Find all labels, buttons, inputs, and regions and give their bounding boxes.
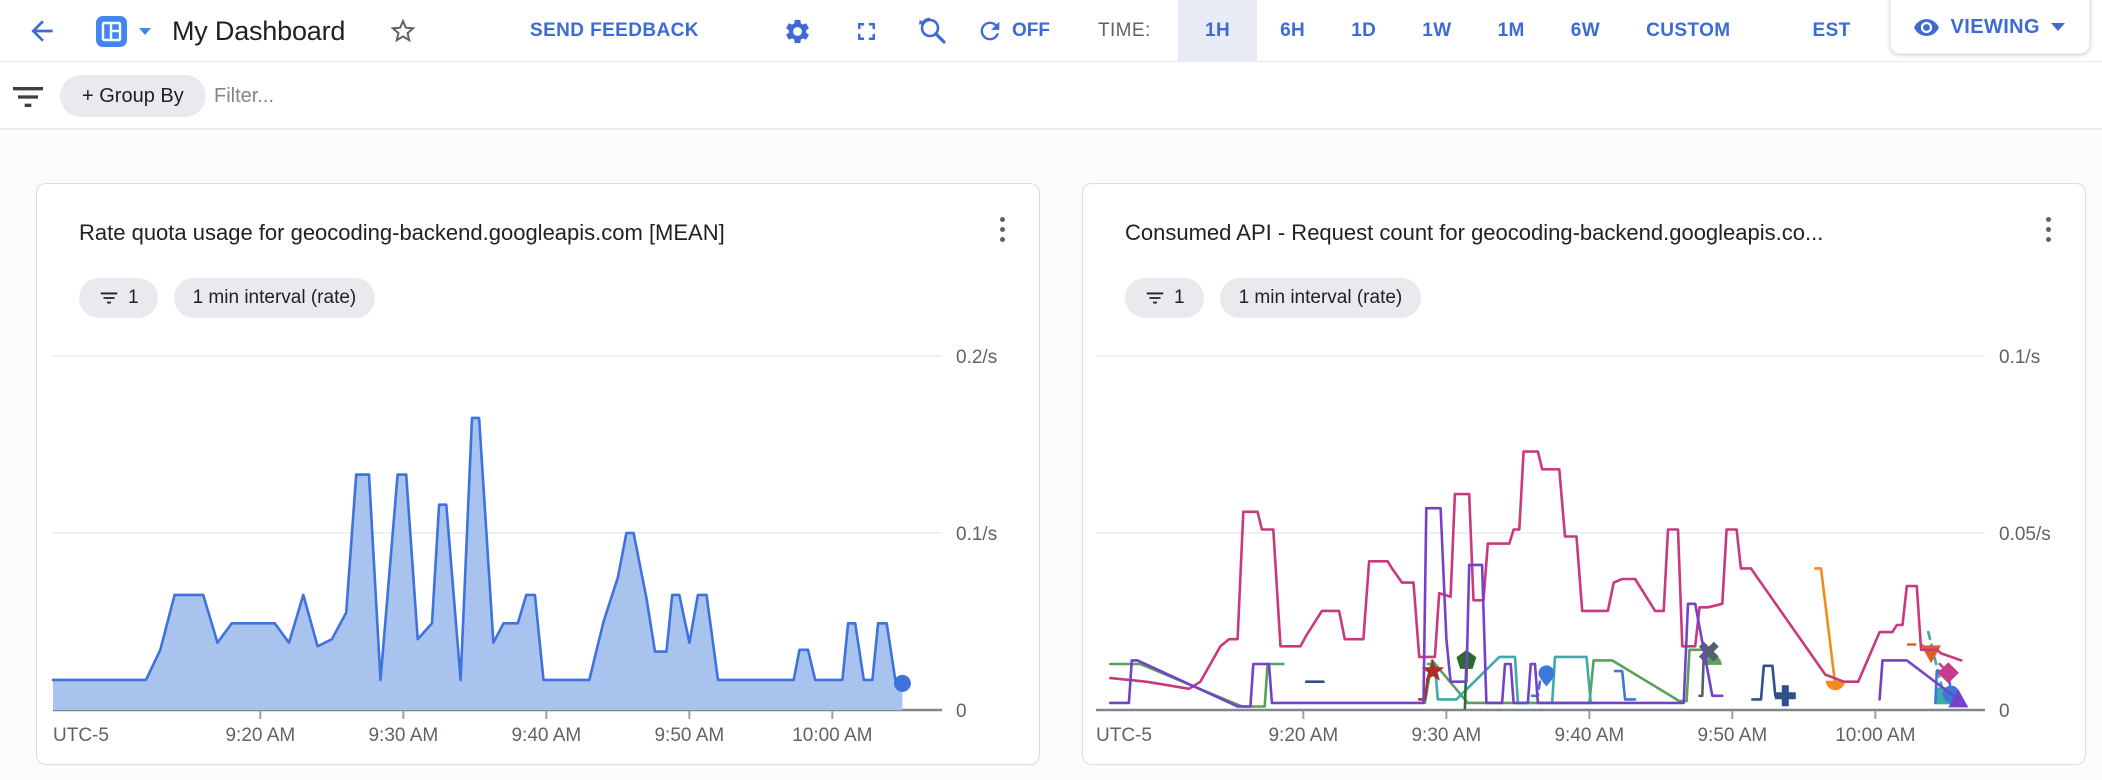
time-range-1h[interactable]: 1H [1178, 0, 1258, 62]
time-label: TIME: [1098, 20, 1151, 41]
x-axis-label: 9:50 AM [1697, 725, 1767, 746]
chart-canvas[interactable]: 0.1/s 0.05/s 0 9:20 AM 9:30 AM 9:40 AM 9:50 AM… [1083, 184, 2087, 766]
series-end-marker-triangle-up [1948, 689, 1969, 708]
filter-list-icon[interactable] [8, 77, 48, 122]
time-range-1w[interactable]: 1W [1422, 20, 1452, 41]
chip-row: 1 1 min interval (rate) [79, 278, 376, 318]
y-axis-label: 0.1/s [956, 524, 997, 545]
dashboard-selector[interactable] [96, 0, 151, 62]
timezone-label: UTC-5 [1096, 725, 1152, 746]
x-axis-label: 10:00 AM [1835, 725, 1915, 746]
chart-title: Rate quota usage for geocoding-backend.g… [79, 220, 725, 245]
interval-chip[interactable]: 1 min interval (rate) [173, 278, 376, 318]
chip-label: 1 [1174, 287, 1185, 308]
filter-count-chip[interactable]: 1 [79, 278, 158, 318]
series-end-marker-diamond [1937, 662, 1959, 684]
series-blue-line [1613, 669, 1637, 701]
chip-label: 1 min interval (rate) [192, 287, 357, 308]
timezone-label: UTC-5 [53, 725, 109, 746]
series-purple-line [1878, 659, 1960, 701]
series-end-marker-circle [893, 674, 911, 692]
filter-bar: + Group By [0, 63, 2102, 130]
series-orange-line [1814, 567, 1837, 687]
chart-card-consumed-api: 0.1/s 0.05/s 0 9:20 AM 9:30 AM 9:40 AM 9:50 AM… [1082, 183, 2086, 765]
filter-count-chip[interactable]: 1 [1125, 278, 1204, 318]
time-range-group: 1H 6H 1D 1W 1M 6W CUSTOM EST [1178, 0, 1874, 62]
kebab-menu-icon[interactable] [2033, 212, 2063, 246]
y-axis-label: 0 [1999, 701, 2010, 722]
fullscreen-icon[interactable] [852, 0, 881, 62]
series-purple-line [1109, 506, 1724, 708]
time-range-6w[interactable]: 6W [1570, 20, 1601, 41]
chip-label: 1 min interval (rate) [1238, 287, 1403, 308]
y-axis-label: 0.1/s [1999, 347, 2040, 368]
time-range-est[interactable]: EST [1812, 20, 1851, 41]
y-axis-label: 0 [956, 701, 967, 722]
chart-card-rate-quota: 0.2/s 0.1/s 0 9:20 AM 9:30 AM 9:40 AM 9:50 AM 1… [36, 183, 1040, 765]
dashboard-icon [96, 15, 127, 47]
series-pink-line [1109, 450, 1963, 691]
series-end-marker-triangle-down [1921, 645, 1942, 664]
send-feedback-button[interactable]: SEND FEEDBACK [530, 20, 699, 41]
series-teal-line [1550, 655, 1598, 705]
filter-input[interactable] [214, 75, 1114, 117]
x-axis-label: 9:40 AM [511, 725, 581, 746]
chart-title: Consumed API - Request count for geocodi… [1125, 220, 1824, 245]
series-end-marker-plus [1774, 685, 1796, 707]
x-axis-label: 9:30 AM [368, 725, 438, 746]
refresh-off-label: OFF [1012, 20, 1050, 41]
group-by-chip[interactable]: + Group By [60, 75, 206, 117]
y-axis-label: 0.2/s [956, 347, 997, 368]
x-axis-label: 9:20 AM [1268, 725, 1338, 746]
page-title: My Dashboard [172, 15, 346, 46]
x-axis-label: 9:50 AM [654, 725, 724, 746]
eye-icon [1913, 18, 1939, 36]
viewing-label: VIEWING [1950, 15, 2040, 38]
time-range-1m[interactable]: 1M [1497, 20, 1525, 41]
refresh-icon [980, 21, 1000, 41]
filter-list-icon [100, 292, 118, 304]
x-axis-label: 9:40 AM [1554, 725, 1624, 746]
chip-label: 1 [128, 287, 139, 308]
series-teal-line [1426, 655, 1532, 705]
time-range-6h[interactable]: 6H [1280, 20, 1306, 41]
series-end-marker-half-circle-down [1825, 680, 1845, 691]
area-fill-rate-quota-usage-mean [53, 417, 903, 710]
kebab-menu-icon[interactable] [987, 212, 1017, 246]
top-app-bar: My Dashboard SEND FEEDBACK OFF TIME: 1H 6… [0, 0, 2102, 62]
chip-row: 1 1 min interval (rate) [1125, 278, 1422, 318]
series-end-marker-star [1421, 659, 1445, 681]
time-range-custom[interactable]: CUSTOM [1646, 20, 1731, 41]
filter-list-icon [1146, 292, 1164, 304]
chevron-down-icon [2051, 23, 2065, 31]
dashboard-content: 0.2/s 0.1/s 0 9:20 AM 9:30 AM 9:40 AM 9:50 AM 1… [0, 132, 2102, 780]
back-arrow-icon[interactable] [26, 0, 58, 62]
series-end-marker-droplet [1538, 665, 1555, 687]
series-green-line [1423, 648, 1714, 705]
x-axis-label: 9:20 AM [225, 725, 295, 746]
auto-refresh-button[interactable]: OFF [976, 0, 1050, 62]
x-axis-label: 9:30 AM [1411, 725, 1481, 746]
gear-icon[interactable] [783, 0, 812, 62]
chevron-down-icon [139, 27, 151, 35]
series-rate-quota-usage-mean [51, 416, 904, 685]
star-icon[interactable] [388, 0, 418, 62]
time-range-1d[interactable]: 1D [1351, 20, 1377, 41]
zoom-reset-icon[interactable] [916, 0, 950, 62]
y-axis-label: 0.05/s [1999, 524, 2051, 545]
chart-canvas[interactable]: 0.2/s 0.1/s 0 9:20 AM 9:30 AM 9:40 AM 9:50 AM 1… [37, 184, 1041, 766]
x-axis-label: 10:00 AM [792, 725, 872, 746]
interval-chip[interactable]: 1 min interval (rate) [1219, 278, 1422, 318]
viewing-button[interactable]: VIEWING [1889, 0, 2090, 54]
